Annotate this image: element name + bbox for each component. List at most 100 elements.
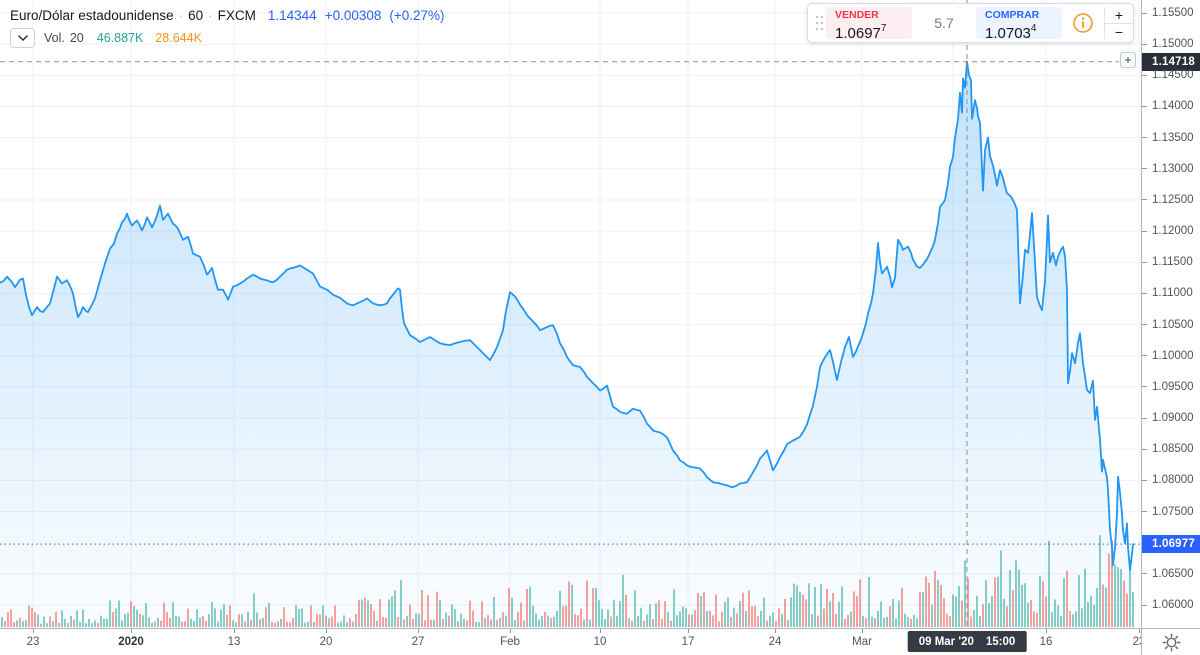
time-axis-label: 17: [681, 636, 695, 648]
volume-bar: [835, 613, 837, 627]
quantity-decrease-button[interactable]: −: [1114, 24, 1124, 40]
volume-bar: [169, 617, 171, 627]
symbol-timeframe[interactable]: 60: [188, 8, 204, 23]
volume-bar: [559, 590, 561, 627]
drag-handle[interactable]: [812, 7, 826, 39]
volume-bar: [628, 618, 630, 627]
volume-bar: [565, 605, 567, 627]
buy-button[interactable]: COMPRAR 1.07034: [976, 7, 1062, 42]
price-axis-label: 1.15000: [1142, 37, 1200, 51]
volume-bar: [301, 608, 303, 627]
volume-bar: [499, 618, 501, 627]
volume-bar: [697, 593, 699, 627]
symbol-title[interactable]: Euro/Dólar estadounidense: [10, 8, 174, 23]
volume-bar: [655, 603, 657, 627]
volume-bar: [232, 620, 234, 627]
volume-bar: [985, 580, 987, 627]
volume-bar: [226, 614, 228, 627]
volume-bar: [31, 607, 33, 627]
volume-bar: [199, 617, 201, 627]
volume-bar: [1117, 567, 1119, 627]
volume-bar: [340, 621, 342, 627]
volume-bar: [145, 603, 147, 627]
symbol-exchange: FXCM: [217, 8, 256, 23]
volume-bar: [385, 617, 387, 627]
volume-bar: [847, 614, 849, 627]
volume-bar: [1030, 599, 1032, 627]
volume-bar: [268, 602, 270, 627]
chart-canvas[interactable]: [0, 0, 1141, 628]
axis-settings-corner[interactable]: [1141, 628, 1200, 655]
volume-bar: [964, 560, 966, 627]
volume-bar: [553, 616, 555, 627]
volume-bar: [1045, 596, 1047, 627]
volume-bar: [349, 618, 351, 627]
volume-bar: [688, 614, 690, 627]
volume-bar: [454, 609, 456, 627]
volume-bar: [1036, 612, 1038, 627]
volume-bar: [469, 600, 471, 627]
volume-bar: [664, 601, 666, 627]
volume-bar: [715, 594, 717, 627]
volume-bar: [1111, 540, 1113, 627]
volume-bar: [70, 615, 72, 627]
ohlc-values: 1.14344 +0.00308 (+0.27%): [268, 8, 445, 23]
volume-bar: [634, 590, 636, 627]
volume-bar: [307, 621, 309, 627]
volume-bar: [406, 616, 408, 627]
volume-bar: [970, 616, 972, 627]
volume-bar: [754, 605, 756, 627]
sell-button[interactable]: VENDER 1.06977: [826, 7, 912, 42]
quantity-increase-button[interactable]: +: [1105, 7, 1133, 24]
volume-bar: [910, 618, 912, 627]
volume-bar: [187, 608, 189, 627]
volume-bar: [901, 587, 903, 627]
volume-bar: [661, 618, 663, 627]
volume-bar: [988, 603, 990, 627]
volume-bar: [319, 614, 321, 627]
volume-bar: [4, 621, 6, 627]
volume-bar: [448, 615, 450, 627]
price-axis-label: 1.13500: [1142, 131, 1200, 145]
volume-bar: [490, 619, 492, 627]
volume-bar: [418, 613, 420, 627]
drag-dots-icon: [815, 15, 823, 31]
legend-collapse-button[interactable]: [10, 28, 35, 48]
volume-bar: [520, 602, 522, 627]
volume-bar: [1102, 584, 1104, 627]
info-button[interactable]: [1062, 12, 1104, 34]
volume-bar: [55, 611, 57, 627]
volume-bar: [529, 586, 531, 627]
volume-label: Vol.: [44, 31, 65, 45]
volume-bar: [868, 576, 870, 627]
volume-bar: [973, 610, 975, 627]
price-axis[interactable]: 1.14718 1.06977 1.15500 1.15000 1.14500 1.1…: [1141, 0, 1200, 628]
volume-bar: [25, 620, 27, 627]
volume-bar: [400, 580, 402, 627]
volume-bar: [637, 615, 639, 627]
quantity-stepper: + −: [1104, 7, 1133, 40]
volume-bar: [262, 617, 264, 627]
volume-bar: [1006, 606, 1008, 627]
volume-bar: [343, 615, 345, 627]
volume-bar: [64, 618, 66, 627]
volume-bar: [280, 618, 282, 627]
volume-bar: [850, 611, 852, 627]
volume-bar: [739, 601, 741, 627]
time-axis-tick: [1046, 629, 1047, 633]
volume-bar: [94, 620, 96, 627]
volume-bar: [826, 588, 828, 627]
volume-bar: [445, 612, 447, 627]
volume-bar: [1039, 575, 1041, 627]
volume-bar: [352, 621, 354, 627]
volume-bar: [1027, 602, 1029, 627]
volume-bar: [775, 620, 777, 627]
volume-bar: [463, 618, 465, 627]
volume-bar: [802, 594, 804, 627]
add-alert-button[interactable]: +: [1120, 52, 1136, 68]
volume-bar: [640, 607, 642, 627]
volume-bar: [949, 616, 951, 627]
volume-bar: [34, 612, 36, 627]
volume-bar: [538, 619, 540, 627]
time-axis[interactable]: 09 Mar '20 15:00 23 2020 13 20 27 Feb 10 17 24 Ma…: [0, 628, 1141, 655]
